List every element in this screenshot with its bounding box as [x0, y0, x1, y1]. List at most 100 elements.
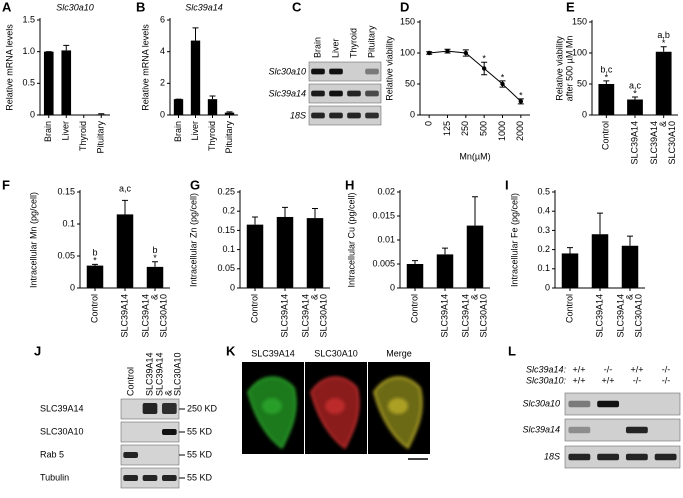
y-axis-label: Intracellular Cu (pg/cell) [346, 192, 356, 287]
y-tick-label: 0.1 [62, 218, 75, 228]
x-tick-label: 125 [442, 121, 452, 136]
y-axis-label: Relative viability [384, 36, 394, 101]
x-tick-label: SLC39A14 [615, 294, 625, 338]
x-tick-label: & [309, 294, 319, 300]
significance-letters: a,c [119, 184, 132, 194]
y-tick-label: 0.005 [372, 258, 395, 268]
bar [246, 224, 264, 288]
y-tick-label: 0.015 [372, 210, 395, 220]
size-label: 55 KD [187, 449, 213, 459]
bar [598, 84, 615, 115]
x-tick-label: Thyroid [207, 121, 217, 151]
band [161, 475, 177, 481]
band [329, 112, 343, 119]
error-bar [472, 196, 478, 226]
genotype-label: Slc30a10: [526, 375, 567, 385]
y-tick-label: 50 [577, 78, 587, 88]
y-axis-label: after 500 µM Mn [564, 36, 574, 102]
x-tick-label: Control [409, 294, 419, 323]
band [365, 90, 379, 97]
x-tick-label: SLC39A14 [439, 294, 449, 338]
row-label: SLC30A10 [40, 426, 84, 436]
panel-letter: B [136, 0, 145, 14]
size-label: 55 KD [187, 472, 213, 482]
lane-label: Thyroid [348, 28, 358, 58]
band [568, 400, 591, 408]
x-tick-label: SLC39A14 [300, 294, 310, 338]
row-label: Slc30a10 [522, 398, 560, 408]
error-bar [597, 212, 603, 235]
genotype: -/- [633, 375, 642, 385]
point [481, 66, 487, 71]
bar [96, 114, 107, 115]
genotype: -/- [662, 364, 671, 374]
y-tick-label: 0 [390, 282, 395, 292]
x-tick-label: Thyroid [78, 121, 88, 151]
cell-body [388, 398, 408, 414]
band [365, 112, 379, 119]
band [625, 426, 648, 434]
x-tick-label: & [658, 121, 668, 127]
x-tick-label: Brain [173, 121, 183, 142]
cell-body [262, 398, 282, 414]
band [365, 68, 379, 75]
y-tick-label: 150 [400, 16, 415, 26]
row-label: Slc30a10 [268, 66, 306, 76]
y-axis-label: Relative mRNA levels [4, 24, 14, 111]
x-tick-label: & [149, 294, 159, 300]
x-tick-label: 1000 [497, 121, 507, 141]
bar [207, 99, 218, 115]
y-tick-label: 0 [70, 282, 75, 292]
panel-letter: D [400, 0, 409, 14]
row-label: Slc39a14 [268, 88, 306, 98]
error-bar [632, 96, 638, 100]
y-tick-label: 0.05 [217, 263, 235, 273]
channel-label: SLC30A10 [314, 348, 358, 358]
x-tick-label: SLC39A14 [140, 294, 150, 338]
y-tick-label: 150 [572, 16, 587, 26]
gel-strip [564, 445, 681, 469]
significance-letters: a,b [657, 30, 670, 40]
panel-letter: J [34, 343, 41, 358]
error-bar [192, 27, 199, 41]
x-tick-label: & [624, 294, 634, 300]
row-label: Rab 5 [40, 449, 64, 459]
point [445, 48, 450, 54]
lane-label: Liver [330, 38, 340, 58]
error-bar [63, 44, 70, 51]
bar [306, 218, 324, 288]
y-tick-label: 0 [230, 282, 235, 292]
bar [466, 225, 484, 288]
row-label: Tubulin [40, 472, 69, 482]
gel-strip [564, 418, 681, 442]
x-tick-label: Liver [190, 121, 200, 141]
x-tick-label: Brain [43, 121, 53, 142]
lane-label: & [163, 390, 173, 396]
significance-star: * [605, 72, 609, 82]
lane-label: Pituitary [366, 25, 376, 58]
panel-letter: G [190, 177, 200, 192]
point [463, 50, 469, 56]
y-axis-label: Intracellular Mn (pg/cell) [28, 192, 38, 288]
genotype: +/+ [601, 375, 614, 385]
bar [173, 99, 184, 115]
y-tick-label: 0.15 [57, 186, 75, 196]
x-tick-label: SLC30A10 [158, 294, 168, 338]
significance-star: * [501, 72, 505, 82]
row-label: 18S [290, 110, 306, 120]
y-tick-label: 4 [160, 46, 165, 56]
gel-strip [564, 392, 681, 416]
genotype: +/+ [572, 375, 585, 385]
x-tick-label: Control [249, 294, 259, 323]
bar [146, 266, 164, 288]
y-tick-label: 100 [572, 47, 587, 57]
y-tick-label: 0.02 [377, 186, 395, 196]
point [426, 50, 432, 56]
row-label: SLC39A14 [40, 403, 84, 413]
genotype-label: Slc39a14: [526, 364, 567, 374]
x-tick-label: SLC39A14 [279, 294, 289, 338]
band [161, 429, 177, 435]
significance-letters: a,c [629, 80, 642, 90]
y-tick-label: 50 [405, 78, 415, 88]
